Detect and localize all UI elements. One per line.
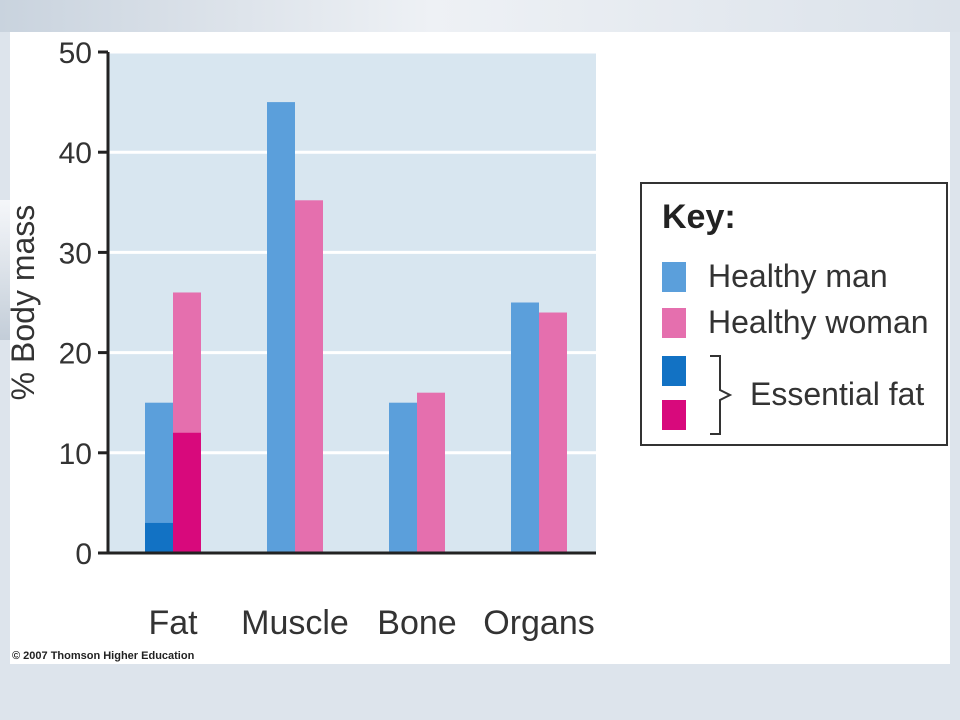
- bar-healthy-man-organs: [511, 302, 539, 553]
- key-swatch-essential-fat-woman: [662, 400, 686, 430]
- y-tick-label-0: 0: [75, 538, 92, 571]
- bar-healthy-woman-organs: [539, 312, 567, 553]
- y-tick-label-30: 30: [59, 237, 92, 270]
- bar-chart: 0 10 20 30 40 50 % Body mass Fat Muscle Bone Organ…: [10, 37, 596, 642]
- x-tick-label-organs: Organs: [483, 604, 595, 642]
- key-swatch-healthy-man: [662, 262, 686, 292]
- bar-healthy-woman-bone: [417, 392, 445, 553]
- bar-essential-fat-man: [145, 522, 173, 553]
- y-tick-label-50: 50: [59, 37, 92, 70]
- key-label-essential-fat: Essential fat: [750, 376, 925, 412]
- bar-healthy-man-muscle: [267, 102, 295, 553]
- copyright-text: © 2007 Thomson Higher Education: [12, 650, 195, 662]
- key-swatch-healthy-woman: [662, 308, 686, 338]
- key-swatch-essential-fat-man: [662, 356, 686, 386]
- brace-icon: [710, 355, 733, 435]
- x-tick-label-fat: Fat: [148, 604, 198, 642]
- y-axis-label: % Body mass: [10, 205, 41, 401]
- slide-top-band: [0, 0, 960, 32]
- key-title: Key:: [662, 198, 736, 236]
- y-tick-label-10: 10: [59, 438, 92, 471]
- slide-left-stripe: [0, 200, 10, 340]
- chart-key: Key: Healthy man Healthy woman Essential…: [640, 182, 948, 446]
- y-tick-label-20: 20: [59, 338, 92, 371]
- bar-healthy-man-bone: [389, 402, 417, 553]
- x-tick-label-bone: Bone: [377, 604, 456, 642]
- bar-essential-fat-woman: [173, 432, 201, 553]
- bar-healthy-woman-muscle: [295, 200, 323, 553]
- key-label-healthy-man: Healthy man: [708, 258, 888, 294]
- key-label-healthy-woman: Healthy woman: [708, 304, 929, 340]
- x-tick-label-muscle: Muscle: [241, 604, 349, 642]
- y-tick-label-40: 40: [59, 137, 92, 170]
- figure-card: 0 10 20 30 40 50 % Body mass Fat Muscle Bone Organ…: [10, 32, 950, 664]
